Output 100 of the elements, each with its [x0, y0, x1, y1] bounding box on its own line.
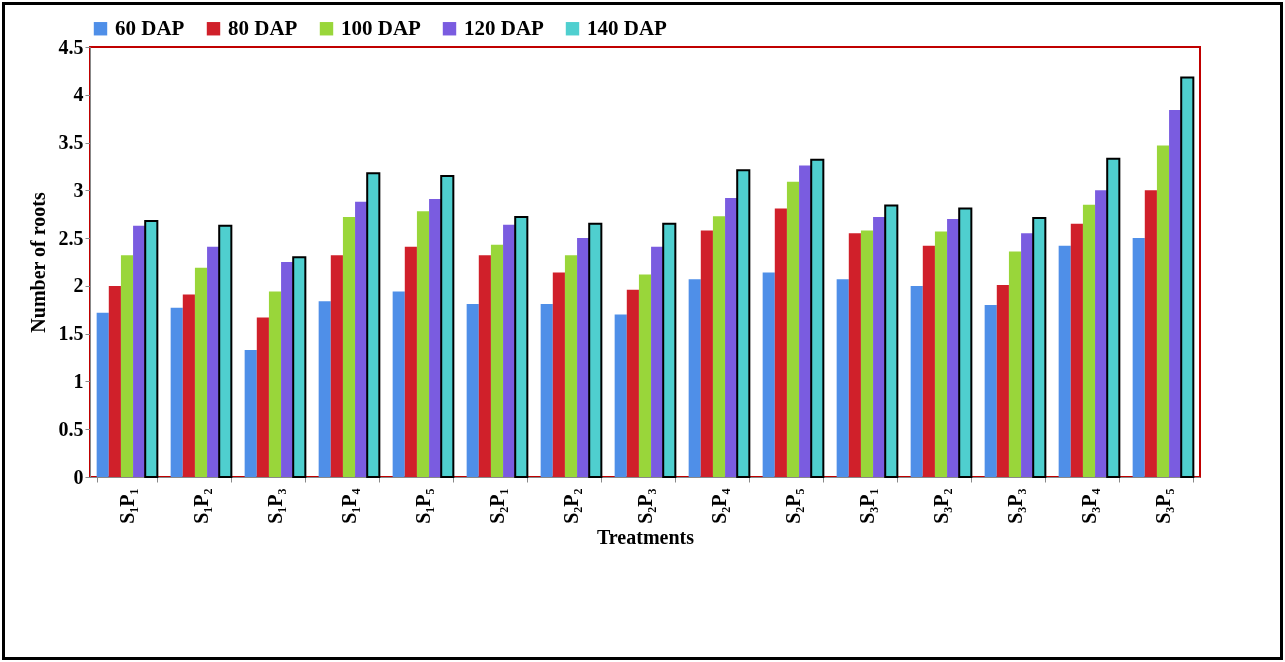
- bar: [984, 305, 997, 477]
- bar: [688, 279, 701, 477]
- x-tick-label: S₂P₄: [707, 488, 730, 524]
- bar: [256, 317, 269, 477]
- legend-label: 100 DAP: [341, 15, 422, 40]
- bar: [244, 349, 257, 477]
- bar: [1132, 238, 1145, 477]
- bar: [810, 158, 825, 478]
- y-tick-label: 2.5: [58, 226, 84, 249]
- bar: [404, 246, 417, 477]
- x-tick-label: S₁P₁: [115, 488, 138, 524]
- x-tick-label: S₃P₄: [1077, 488, 1100, 524]
- bar: [292, 256, 307, 478]
- bar: [848, 233, 861, 477]
- bar: [651, 246, 664, 477]
- bar: [577, 238, 590, 477]
- bar: [108, 285, 121, 477]
- bar: [96, 312, 109, 477]
- bar: [194, 267, 208, 477]
- bar: [182, 294, 195, 477]
- bar: [392, 291, 405, 477]
- bar: [170, 307, 183, 477]
- bar: [836, 279, 849, 477]
- bar: [873, 217, 886, 477]
- bar: [268, 291, 282, 477]
- bar: [366, 172, 381, 478]
- x-tick-label: S₂P₃: [633, 488, 656, 524]
- bar: [144, 219, 159, 478]
- bar: [1106, 157, 1121, 478]
- bar: [342, 217, 356, 477]
- bar: [922, 245, 935, 477]
- x-tick-label: S₃P₂: [929, 488, 952, 524]
- x-tick-label: S₃P₁: [855, 488, 878, 524]
- legend-label: 60 DAP: [115, 15, 185, 40]
- bar: [218, 224, 233, 478]
- x-tick-label: S₃P₃: [1003, 488, 1026, 524]
- x-tick-label: S₁P₅: [411, 488, 434, 524]
- bar: [1058, 245, 1071, 477]
- x-tick-label: S₂P₁: [485, 488, 508, 524]
- bar: [762, 272, 775, 477]
- bar: [1180, 76, 1195, 478]
- bar: [1070, 223, 1083, 477]
- bar: [466, 304, 479, 477]
- y-axis-title: Number of roots: [26, 192, 49, 333]
- bar: [133, 225, 146, 477]
- bar: [564, 255, 578, 477]
- y-tick-label: 4: [73, 83, 84, 106]
- bar: [503, 224, 516, 477]
- y-tick-label: 0.5: [58, 417, 84, 440]
- bar: [725, 197, 738, 477]
- y-tick-label: 1: [73, 369, 84, 392]
- bar: [884, 204, 899, 478]
- bar: [120, 255, 134, 477]
- bar: [910, 285, 923, 477]
- bar: [996, 284, 1009, 477]
- bar: [934, 231, 948, 477]
- bar: [552, 272, 565, 477]
- bar: [774, 208, 787, 477]
- bar: [1082, 204, 1096, 477]
- bar: [478, 255, 491, 477]
- bar: [1144, 190, 1157, 477]
- bar: [860, 230, 874, 477]
- bar: [700, 230, 713, 477]
- x-tick-label: S₃P₅: [1151, 488, 1174, 524]
- bar: [318, 301, 331, 477]
- bar: [355, 201, 368, 477]
- bar: [958, 207, 973, 478]
- bar: [514, 216, 529, 478]
- bar: [638, 274, 652, 477]
- bar: [1156, 145, 1170, 477]
- y-tick-label: 0: [73, 465, 84, 488]
- x-tick-label: S₁P₂: [189, 488, 212, 524]
- bar: [429, 198, 442, 477]
- bar: [947, 219, 960, 477]
- bar: [416, 211, 430, 477]
- bar: [588, 222, 603, 478]
- y-tick-label: 3: [73, 178, 84, 201]
- bar: [662, 222, 677, 478]
- bar: [1032, 217, 1047, 478]
- bar: [1169, 110, 1182, 477]
- legend-label: 80 DAP: [228, 15, 298, 40]
- bar: [626, 289, 639, 477]
- bar: [1095, 190, 1108, 477]
- bar: [1021, 233, 1034, 477]
- bar: [540, 304, 553, 477]
- x-tick-label: S₁P₃: [263, 488, 286, 524]
- legend-label: 140 DAP: [587, 15, 668, 40]
- bar: [786, 181, 800, 477]
- legend-label: 120 DAP: [464, 15, 545, 40]
- bar: [207, 246, 220, 477]
- x-tick-label: S₂P₂: [559, 488, 582, 524]
- x-tick-label: S₂P₅: [781, 488, 804, 524]
- bar: [614, 314, 627, 477]
- bar: [440, 175, 455, 478]
- bar: [712, 216, 726, 477]
- y-tick-label: 3.5: [58, 131, 84, 154]
- bar: [799, 165, 812, 477]
- bar: [1008, 251, 1022, 477]
- y-tick-label: 1.5: [58, 322, 84, 345]
- y-tick-label: 4.5: [58, 35, 84, 58]
